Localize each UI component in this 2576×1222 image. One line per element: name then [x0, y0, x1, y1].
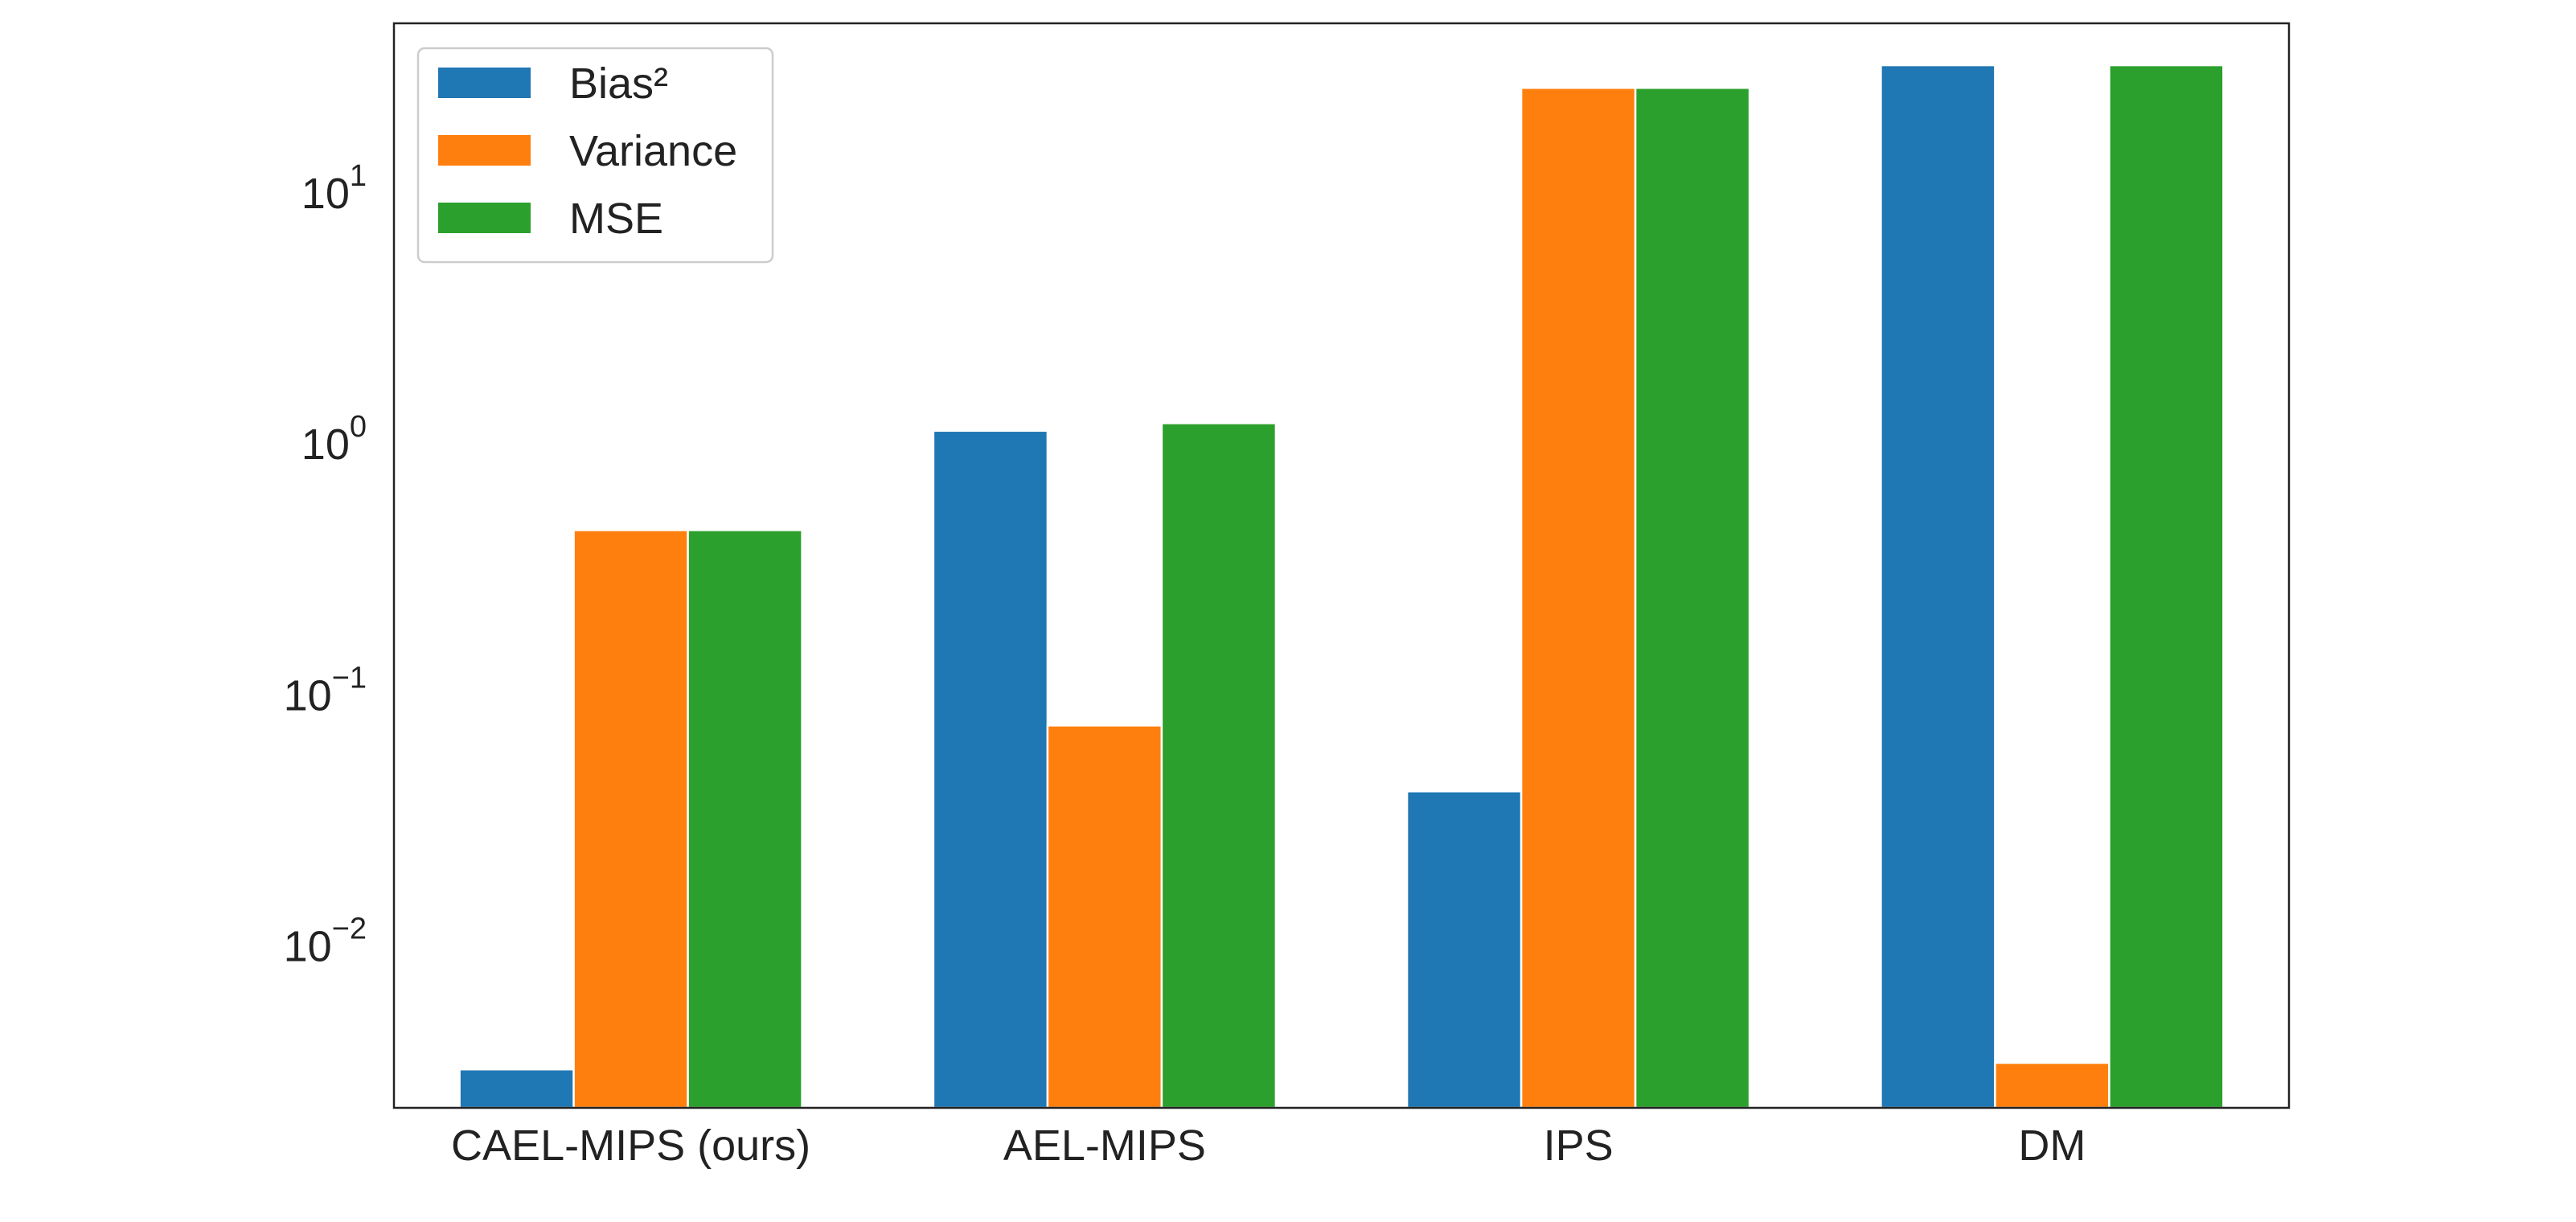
plot-frame — [392, 22, 2291, 1109]
legend-label-bias: Bias² — [569, 59, 668, 108]
bar-variance-4 — [1994, 1061, 2110, 1109]
bar-bias-2 — [932, 429, 1049, 1109]
bar-variance-2 — [1046, 724, 1163, 1109]
bar-mse-2 — [1160, 422, 1278, 1109]
legend-swatch-mse — [438, 203, 531, 233]
y-tick-label-1: 10−2 — [284, 912, 367, 971]
x-tick-label-4: DM — [2018, 1122, 2086, 1170]
legend-swatch-variance — [438, 135, 531, 166]
y-axis: 10−2 10−1 100 101 — [284, 159, 367, 971]
bar-variance-3 — [1520, 87, 1637, 1109]
bar-bias-4 — [1880, 64, 1996, 1109]
x-axis: CAEL-MIPS (ours) AEL-MIPS IPS DM — [451, 1122, 2086, 1170]
x-tick-label-1: CAEL-MIPS (ours) — [451, 1122, 810, 1170]
bar-mse-4 — [2108, 64, 2225, 1109]
bars-layer — [458, 64, 2225, 1109]
legend-label-variance: Variance — [569, 127, 737, 175]
bar-mse-3 — [1634, 87, 1751, 1109]
y-tick-label-4: 101 — [301, 159, 367, 218]
bar-bias-3 — [1405, 790, 1523, 1109]
y-tick-label-3: 100 — [301, 410, 367, 469]
y-tick-label-2: 10−1 — [284, 661, 367, 720]
legend-label-mse: MSE — [569, 195, 663, 243]
bar-bias-1 — [458, 1068, 575, 1109]
bar-mse-1 — [687, 529, 803, 1109]
x-tick-label-2: AEL-MIPS — [1003, 1122, 1206, 1170]
legend: Bias² Variance MSE — [416, 47, 774, 264]
x-tick-label-3: IPS — [1544, 1122, 1614, 1170]
bar-variance-1 — [572, 529, 689, 1109]
legend-swatch-bias — [438, 68, 531, 98]
